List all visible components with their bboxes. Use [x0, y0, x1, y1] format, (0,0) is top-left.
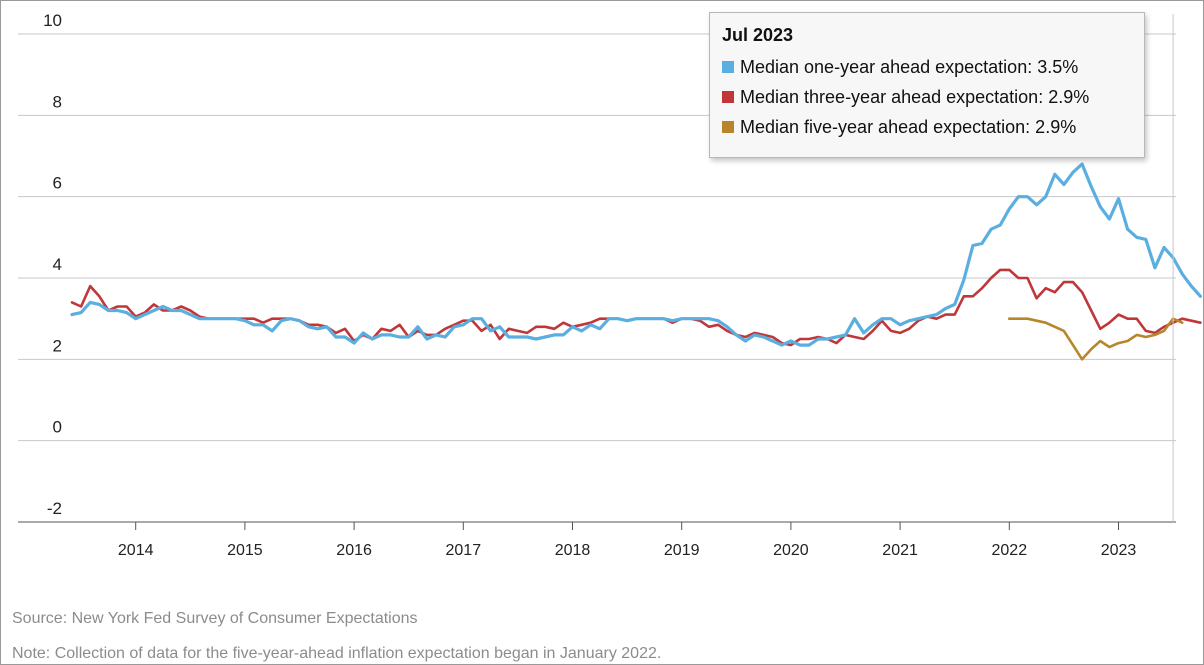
five-year-swatch	[722, 121, 734, 133]
x-tick-label: 2020	[773, 542, 809, 559]
one-year-swatch	[722, 61, 734, 73]
one-year-series-line[interactable]	[70, 162, 1203, 347]
tooltip: Jul 2023 Median one-year ahead expectati…	[709, 12, 1145, 158]
x-axis-ticks: 2014 2015 2016 2017 2018 2019 2020 2021 2022 2023	[118, 522, 1136, 559]
y-tick-label: -2	[47, 499, 62, 518]
x-tick-label: 2015	[227, 542, 263, 559]
tooltip-row-label: Median five-year ahead expectation: 2.9%	[740, 116, 1077, 137]
tooltip-title: Jul 2023	[722, 25, 794, 45]
y-axis-ticks: 10 8 6 4 2 0 -2	[43, 11, 62, 518]
tooltip-row-five-year: Median five-year ahead expectation: 2.9%	[722, 112, 1144, 142]
y-tick-label: 8	[53, 92, 62, 111]
three-year-swatch	[722, 91, 734, 103]
five-year-series-line[interactable]	[1007, 317, 1184, 361]
x-tick-label: 2019	[664, 542, 700, 559]
x-tick-label: 2022	[992, 542, 1028, 559]
x-tick-label: 2014	[118, 542, 154, 559]
x-tick-label: 2016	[336, 542, 372, 559]
y-tick-label: 2	[53, 336, 62, 355]
y-tick-label: 0	[53, 418, 62, 437]
x-tick-label: 2017	[446, 542, 482, 559]
three-year-series-line[interactable]	[70, 268, 1202, 347]
series-lines[interactable]	[70, 162, 1203, 361]
footnote: Note: Collection of data for the five-ye…	[12, 645, 662, 662]
tooltip-row-label: Median one-year ahead expectation: 3.5%	[740, 56, 1079, 77]
x-tick-label: 2021	[882, 542, 918, 559]
tooltip-row-three-year: Median three-year ahead expectation: 2.9…	[722, 82, 1144, 112]
y-tick-label: 4	[53, 255, 62, 274]
tooltip-row-label: Median three-year ahead expectation: 2.9…	[740, 86, 1090, 107]
x-tick-label: 2023	[1101, 542, 1137, 559]
y-tick-label: 10	[43, 11, 62, 30]
y-tick-label: 6	[53, 174, 62, 193]
source-note: Source: New York Fed Survey of Consumer …	[12, 610, 418, 627]
x-tick-label: 2018	[555, 542, 591, 559]
tooltip-row-one-year: Median one-year ahead expectation: 3.5%	[722, 52, 1144, 82]
